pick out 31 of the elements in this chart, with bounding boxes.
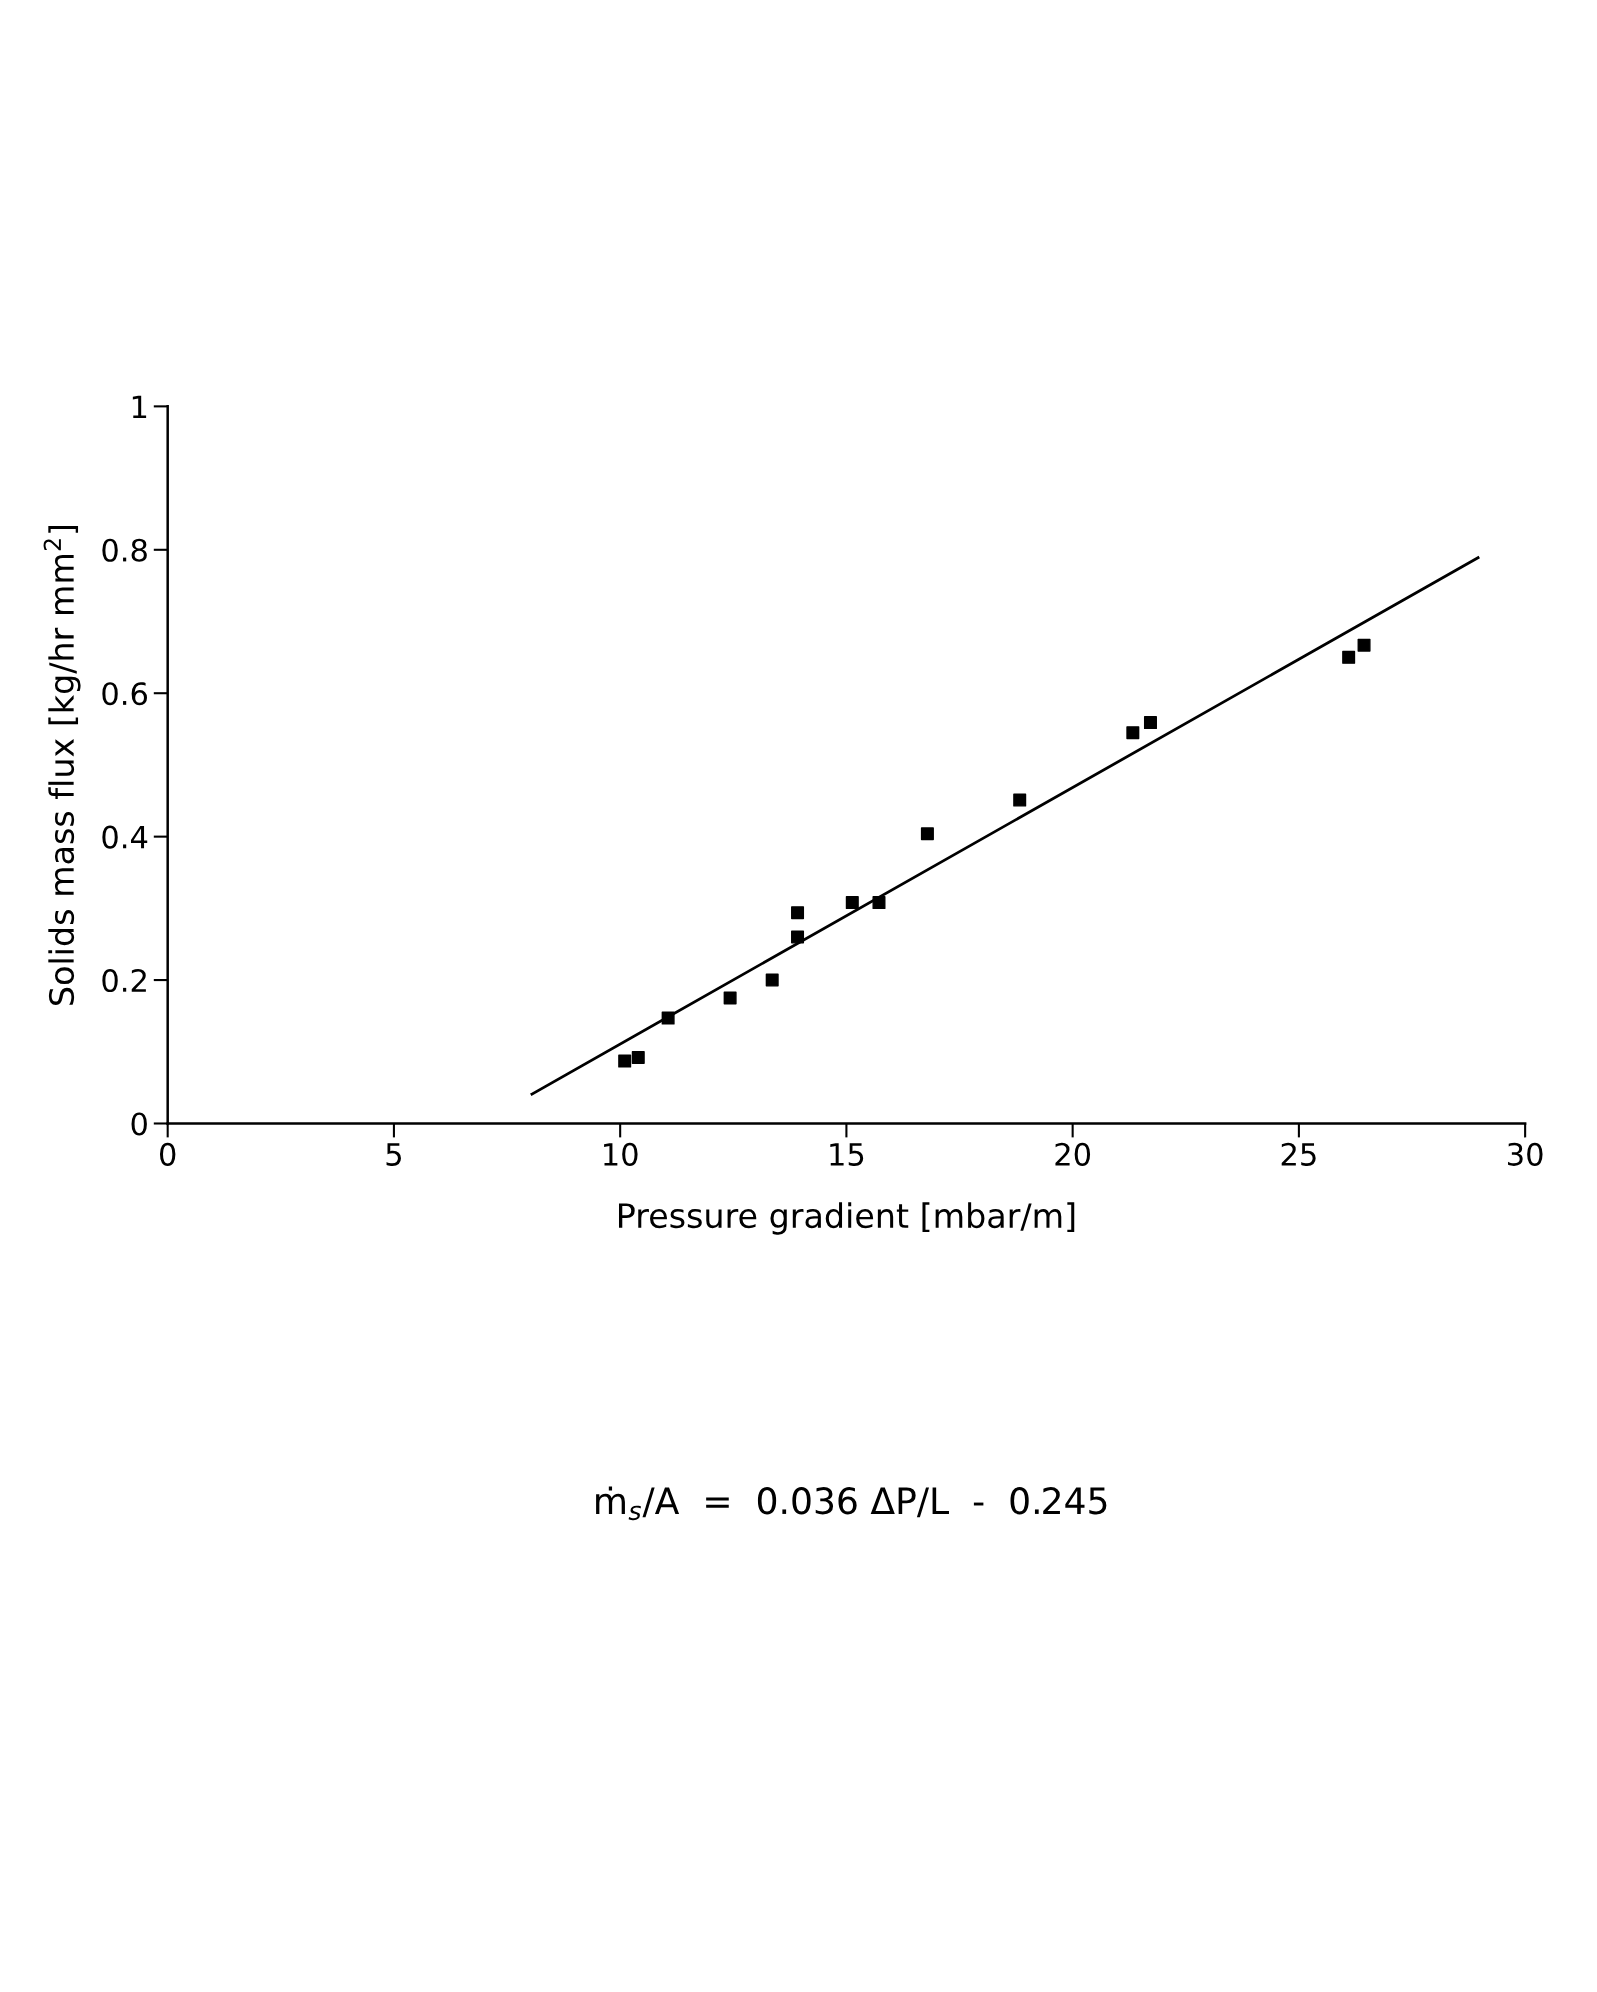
x-tick-label: 10: [604, 1142, 638, 1166]
point: [1126, 726, 1140, 740]
point: [845, 896, 859, 910]
text: ṁ$_{s}$/A = 0.036 ΔP/L - 0.245: [596, 1486, 1107, 1521]
point: [1357, 638, 1371, 652]
x-tick-label: 25: [1281, 1142, 1316, 1166]
point: [723, 991, 737, 1005]
point: [661, 1011, 675, 1025]
y-tick-label: 0.4: [102, 825, 148, 849]
point: [920, 827, 934, 841]
y-tick-label: 0.2: [102, 968, 146, 993]
point: [765, 973, 779, 987]
x-tick-label: 5: [386, 1143, 401, 1166]
point: [791, 930, 805, 944]
x-tick-label: 30: [1508, 1142, 1543, 1166]
x-tick-label: 20: [1055, 1142, 1091, 1166]
y-axis-title: Solids mass flux [kg/hr mm$^{2}$]: [43, 525, 81, 1005]
y-tick-label: 0: [131, 1112, 147, 1136]
point: [1342, 650, 1356, 664]
y-tick-label: 1: [132, 395, 147, 418]
y-tick-label: 0.8: [102, 538, 147, 562]
point: [1013, 793, 1027, 807]
point: [631, 1051, 645, 1065]
point: [618, 1054, 632, 1068]
x-tick-label: 15: [830, 1143, 864, 1166]
x-axis-title: Pressure gradient [mbar/m]: [619, 1202, 1075, 1235]
point: [1143, 716, 1157, 730]
x-tick-label: 0: [159, 1142, 176, 1166]
point: [872, 896, 886, 910]
point: [791, 906, 805, 920]
y-tick-label: 0.6: [102, 682, 148, 706]
